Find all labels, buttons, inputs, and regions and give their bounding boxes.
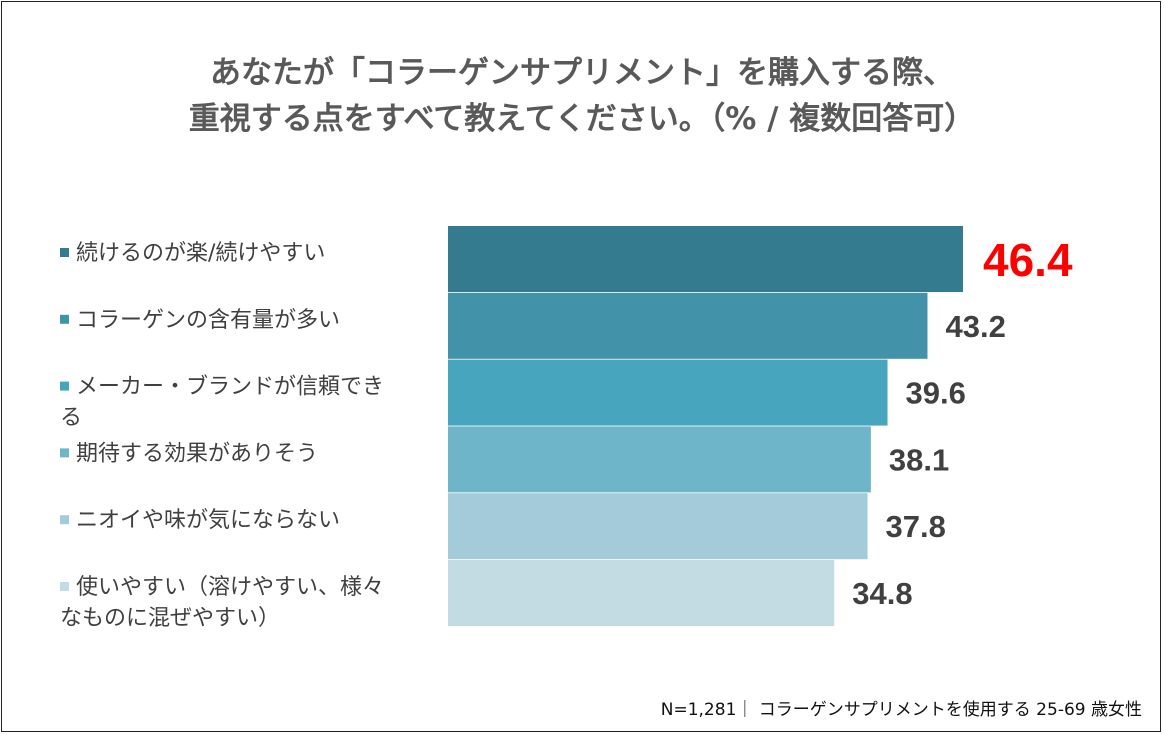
chart-title-line-1: あなたが「コラーゲンサプリメント」を購入する際、 [210, 55, 954, 91]
category-label-3-line-2: る [60, 406, 82, 431]
bar-6 [448, 560, 835, 626]
bar-1 [448, 226, 963, 292]
value-label-3: 39.6 [906, 376, 966, 411]
chart-title-line-2: 重視する点をすべて教えてください。（% / 複数回答可） [188, 101, 976, 137]
category-marker-5 [60, 515, 69, 525]
value-label-6: 34.8 [852, 576, 912, 611]
value-label-2: 43.2 [945, 309, 1005, 344]
category-marker-3 [60, 381, 69, 391]
category-label-6-line-2: なものに混ぜやすい） [60, 606, 280, 631]
bar-4 [448, 426, 871, 493]
value-label-5: 37.8 [886, 509, 946, 544]
category-marker-4 [60, 448, 69, 458]
category-label-5: ニオイや味が気にならない [76, 508, 340, 533]
category-marker-6 [60, 582, 69, 591]
value-label-1: 46.4 [983, 234, 1073, 286]
category-label-3-line-1: メーカー・ブランドが信頼でき [76, 375, 384, 400]
chart-title: あなたが「コラーゲンサプリメント」を購入する際、 重視する点をすべて教えてくださ… [0, 50, 1164, 142]
value-label-4: 38.1 [889, 442, 949, 477]
category-label-1: 続けるのが楽/続けやすい [76, 241, 325, 266]
category-marker-1 [60, 248, 69, 257]
category-label-2: コラーゲンの含有量が多い [76, 308, 340, 333]
sample-footnote: N=1,281｜ コラーゲンサプリメントを使用する 25-69 歳女性 [660, 700, 1142, 720]
category-label-6-line-1: 使いやすい（溶けやすい、様々 [76, 575, 384, 600]
bar-2 [448, 292, 928, 359]
bar-5 [448, 493, 868, 560]
category-marker-2 [60, 314, 69, 324]
bar-3 [448, 359, 888, 426]
category-label-4: 期待する効果がありそう [76, 441, 318, 466]
